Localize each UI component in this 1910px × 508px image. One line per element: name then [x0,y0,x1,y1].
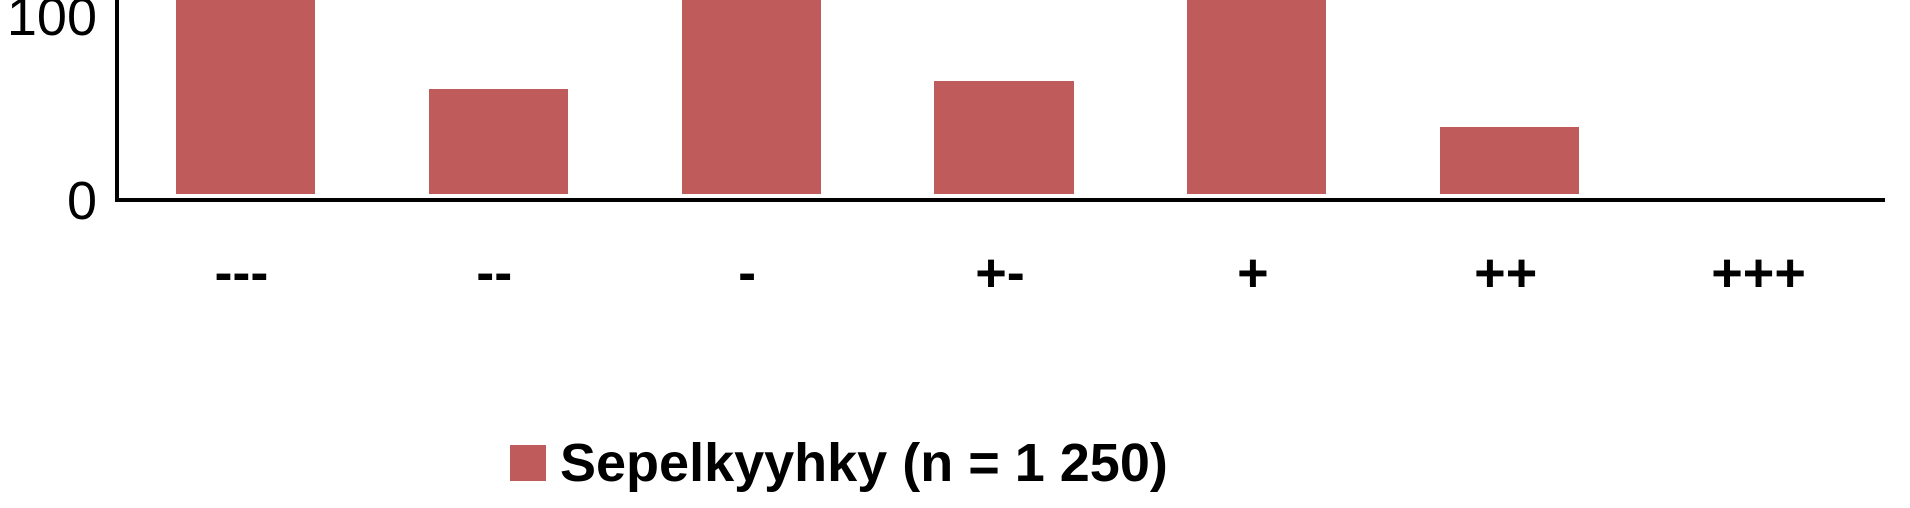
x-category-label: --- [115,242,368,304]
plot-area [115,0,1885,202]
x-category-label: -- [368,242,621,304]
x-category-label: ++ [1379,242,1632,304]
bar [934,81,1073,194]
x-category-label: +- [874,242,1127,304]
x-category-label: - [621,242,874,304]
y-tick-label: 0 [0,170,97,232]
legend: Sepelkyyhky (n = 1 250) [510,432,1168,494]
bar [176,0,315,194]
legend-swatch [510,445,546,481]
bar [682,0,821,194]
x-category-label: +++ [1632,242,1885,304]
bar [429,89,568,194]
bar [1440,127,1579,194]
legend-label: Sepelkyyhky (n = 1 250) [560,432,1168,494]
bar-chart: 0100 ------+-++++++ Sepelkyyhky (n = 1 2… [0,0,1910,508]
y-tick-label: 100 [0,0,97,48]
bar [1187,0,1326,194]
x-category-label: + [1126,242,1379,304]
